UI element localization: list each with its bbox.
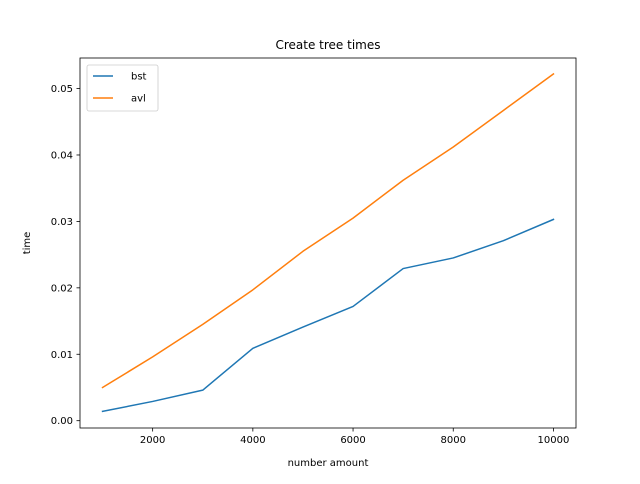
y-axis-label: time <box>22 232 33 255</box>
x-tick-label: 10000 <box>538 435 570 446</box>
y-tick-label: 0.05 <box>51 84 73 95</box>
series-line-avl <box>101 72 555 389</box>
x-axis: 2000 4000 6000 8000 10000 <box>140 428 569 446</box>
legend-label-avl: avl <box>131 94 146 105</box>
series-layer <box>101 72 555 413</box>
legend-label-bst: bst <box>131 72 147 83</box>
x-tick-label: 6000 <box>340 435 365 446</box>
x-tick-label: 4000 <box>240 435 265 446</box>
series-line-bst <box>101 218 555 413</box>
y-tick-label: 0.00 <box>51 416 73 427</box>
plot-frame <box>79 57 577 429</box>
y-tick-label: 0.01 <box>51 350 73 361</box>
x-tick-label: 2000 <box>140 435 165 446</box>
plot-area <box>80 58 576 428</box>
y-tick-label: 0.02 <box>51 283 73 294</box>
legend: bst avl <box>86 64 159 112</box>
y-tick-label: 0.03 <box>51 217 73 228</box>
y-tick-label: 0.04 <box>51 150 73 161</box>
chart-title: Create tree times <box>275 38 380 52</box>
x-axis-label: number amount <box>288 458 369 469</box>
y-axis: 0.00 0.01 0.02 0.03 0.04 0.05 <box>51 84 80 427</box>
x-tick-label: 8000 <box>441 435 466 446</box>
legend-box <box>86 64 159 112</box>
